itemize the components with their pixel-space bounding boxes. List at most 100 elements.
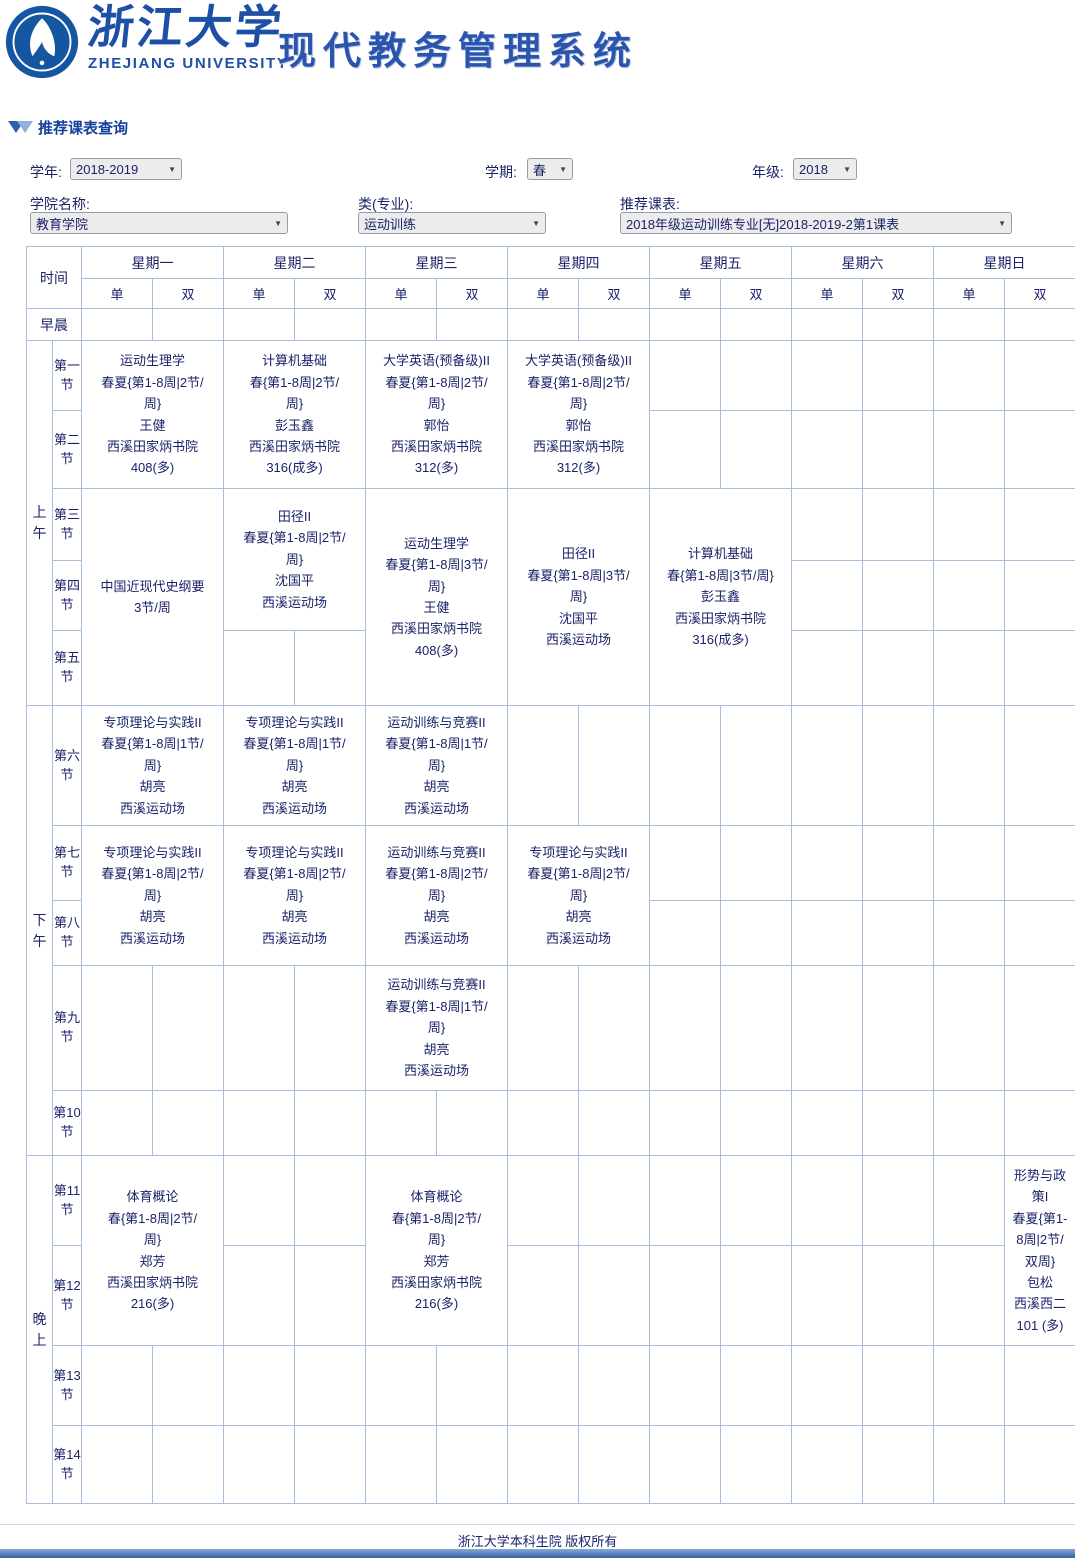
empty-cell bbox=[933, 1090, 1005, 1156]
grade-select-value: 2018 bbox=[799, 161, 828, 177]
period-label: 第11节 bbox=[52, 1155, 82, 1246]
day-header-fri: 星期五 bbox=[649, 246, 792, 279]
empty-cell bbox=[933, 965, 1005, 1091]
empty-cell bbox=[152, 1425, 224, 1504]
empty-cell bbox=[81, 1425, 153, 1504]
odd-week-header: 单 bbox=[223, 278, 295, 309]
college-select[interactable]: 教育学院 ▼ bbox=[30, 212, 288, 234]
major-select[interactable]: 运动训练 ▼ bbox=[358, 212, 546, 234]
course-cell: 体育概论 春{第1-8周|2节/ 周} 郑芳 西溪田家炳书院 216(多) bbox=[81, 1155, 224, 1346]
even-week-header: 双 bbox=[436, 278, 508, 309]
college-label: 学院名称: bbox=[30, 196, 90, 212]
empty-cell bbox=[507, 1245, 579, 1346]
empty-cell bbox=[365, 1345, 437, 1426]
section-arrow-icon bbox=[8, 119, 33, 135]
empty-cell bbox=[1004, 705, 1075, 826]
odd-week-header: 单 bbox=[507, 278, 579, 309]
course-cell: 专项理论与实践II 春夏{第1-8周|1节/ 周} 胡亮 西溪运动场 bbox=[81, 705, 224, 826]
empty-cell bbox=[223, 1345, 295, 1426]
empty-cell bbox=[720, 1155, 792, 1246]
empty-cell bbox=[862, 1425, 934, 1504]
empty-cell bbox=[365, 308, 437, 341]
empty-cell bbox=[791, 965, 863, 1091]
even-week-header: 双 bbox=[720, 278, 792, 309]
empty-cell bbox=[1004, 308, 1075, 341]
empty-cell bbox=[720, 1345, 792, 1426]
empty-cell bbox=[81, 1345, 153, 1426]
course-cell: 计算机基础 春{第1-8周|2节/ 周} 彭玉鑫 西溪田家炳书院 316(成多) bbox=[223, 340, 366, 489]
university-name-block: 浙江大学 ZHEJIANG UNIVERSITY bbox=[85, 1, 289, 72]
empty-cell bbox=[933, 1345, 1005, 1426]
empty-cell bbox=[720, 340, 792, 411]
grade-select[interactable]: 2018 ▼ bbox=[793, 158, 857, 180]
university-name-en: ZHEJIANG UNIVERSITY bbox=[88, 54, 289, 72]
empty-cell bbox=[720, 825, 792, 901]
empty-cell bbox=[649, 1155, 721, 1246]
empty-cell bbox=[720, 1425, 792, 1504]
period-label: 第七节 bbox=[52, 825, 82, 901]
empty-cell bbox=[791, 560, 863, 631]
chevron-down-icon: ▼ bbox=[532, 218, 540, 228]
empty-cell bbox=[933, 1245, 1005, 1346]
course-cell: 大学英语(预备级)II 春夏{第1-8周|2节/ 周} 郭怡 西溪田家炳书院 3… bbox=[365, 340, 508, 489]
empty-cell bbox=[1004, 825, 1075, 901]
empty-cell bbox=[81, 965, 153, 1091]
course-cell: 计算机基础 春{第1-8周|3节/周} 彭玉鑫 西溪田家炳书院 316(成多) bbox=[649, 488, 792, 706]
empty-cell bbox=[720, 1090, 792, 1156]
chevron-down-icon: ▼ bbox=[274, 218, 282, 228]
schedule-select-value: 2018年级运动训练专业[无]2018-2019-2第1课表 bbox=[626, 216, 900, 232]
timetable-body: 早晨 上午 第一节 运动生理学 春夏{第1-8周|2节/ 周} 王健 西溪田家炳书院 … bbox=[26, 308, 1075, 1504]
term-select-value: 春 bbox=[533, 162, 547, 178]
term-label: 学期: bbox=[485, 164, 517, 180]
empty-cell bbox=[649, 308, 721, 341]
empty-cell bbox=[933, 705, 1005, 826]
empty-cell bbox=[294, 1425, 366, 1504]
empty-cell bbox=[720, 308, 792, 341]
empty-cell bbox=[862, 1345, 934, 1426]
major-select-value: 运动训练 bbox=[364, 216, 417, 232]
empty-cell bbox=[436, 1425, 508, 1504]
empty-cell bbox=[507, 308, 579, 341]
empty-cell bbox=[578, 965, 650, 1091]
empty-cell bbox=[791, 1345, 863, 1426]
empty-cell bbox=[791, 340, 863, 411]
course-cell: 运动训练与竞赛II 春夏{第1-8周|1节/ 周} 胡亮 西溪运动场 bbox=[365, 965, 508, 1091]
empty-cell bbox=[862, 1155, 934, 1246]
empty-cell bbox=[223, 308, 295, 341]
year-select-value: 2018-2019 bbox=[76, 161, 139, 177]
course-cell: 形势与政 策I 春夏{第1- 8周|2节/ 双周} 包松 西溪西二 101 (多… bbox=[1004, 1155, 1075, 1346]
empty-cell bbox=[649, 1090, 721, 1156]
day-header-mon: 星期一 bbox=[81, 246, 224, 279]
year-select[interactable]: 2018-2019 ▼ bbox=[70, 158, 182, 180]
app-header: 浙江大学 ZHEJIANG UNIVERSITY 现代教务管理系统 bbox=[0, 0, 1075, 100]
empty-cell bbox=[294, 1090, 366, 1156]
empty-cell bbox=[649, 825, 721, 901]
period-label: 第二节 bbox=[52, 410, 82, 489]
empty-cell bbox=[294, 1245, 366, 1346]
schedule-select[interactable]: 2018年级运动训练专业[无]2018-2019-2第1课表 ▼ bbox=[620, 212, 1012, 234]
empty-cell bbox=[791, 1155, 863, 1246]
odd-week-header: 单 bbox=[933, 278, 1005, 309]
empty-cell bbox=[862, 488, 934, 561]
empty-cell bbox=[649, 340, 721, 411]
empty-cell bbox=[1004, 488, 1075, 561]
period-label: 第八节 bbox=[52, 900, 82, 966]
empty-cell bbox=[152, 965, 224, 1091]
empty-cell bbox=[862, 705, 934, 826]
period-label: 第10节 bbox=[52, 1090, 82, 1156]
empty-cell bbox=[933, 308, 1005, 341]
system-title: 现代教务管理系统 bbox=[278, 31, 639, 73]
period-label: 第12节 bbox=[52, 1245, 82, 1346]
empty-cell bbox=[365, 1425, 437, 1504]
footer-divider bbox=[0, 1524, 1075, 1525]
odd-week-header: 单 bbox=[81, 278, 153, 309]
empty-cell bbox=[933, 900, 1005, 966]
empty-cell bbox=[649, 1245, 721, 1346]
empty-cell bbox=[862, 340, 934, 411]
chevron-down-icon: ▼ bbox=[168, 164, 176, 174]
term-select[interactable]: 春 ▼ bbox=[527, 158, 573, 180]
empty-cell bbox=[791, 308, 863, 341]
empty-cell bbox=[578, 1090, 650, 1156]
empty-cell bbox=[933, 1155, 1005, 1246]
empty-cell bbox=[1004, 965, 1075, 1091]
